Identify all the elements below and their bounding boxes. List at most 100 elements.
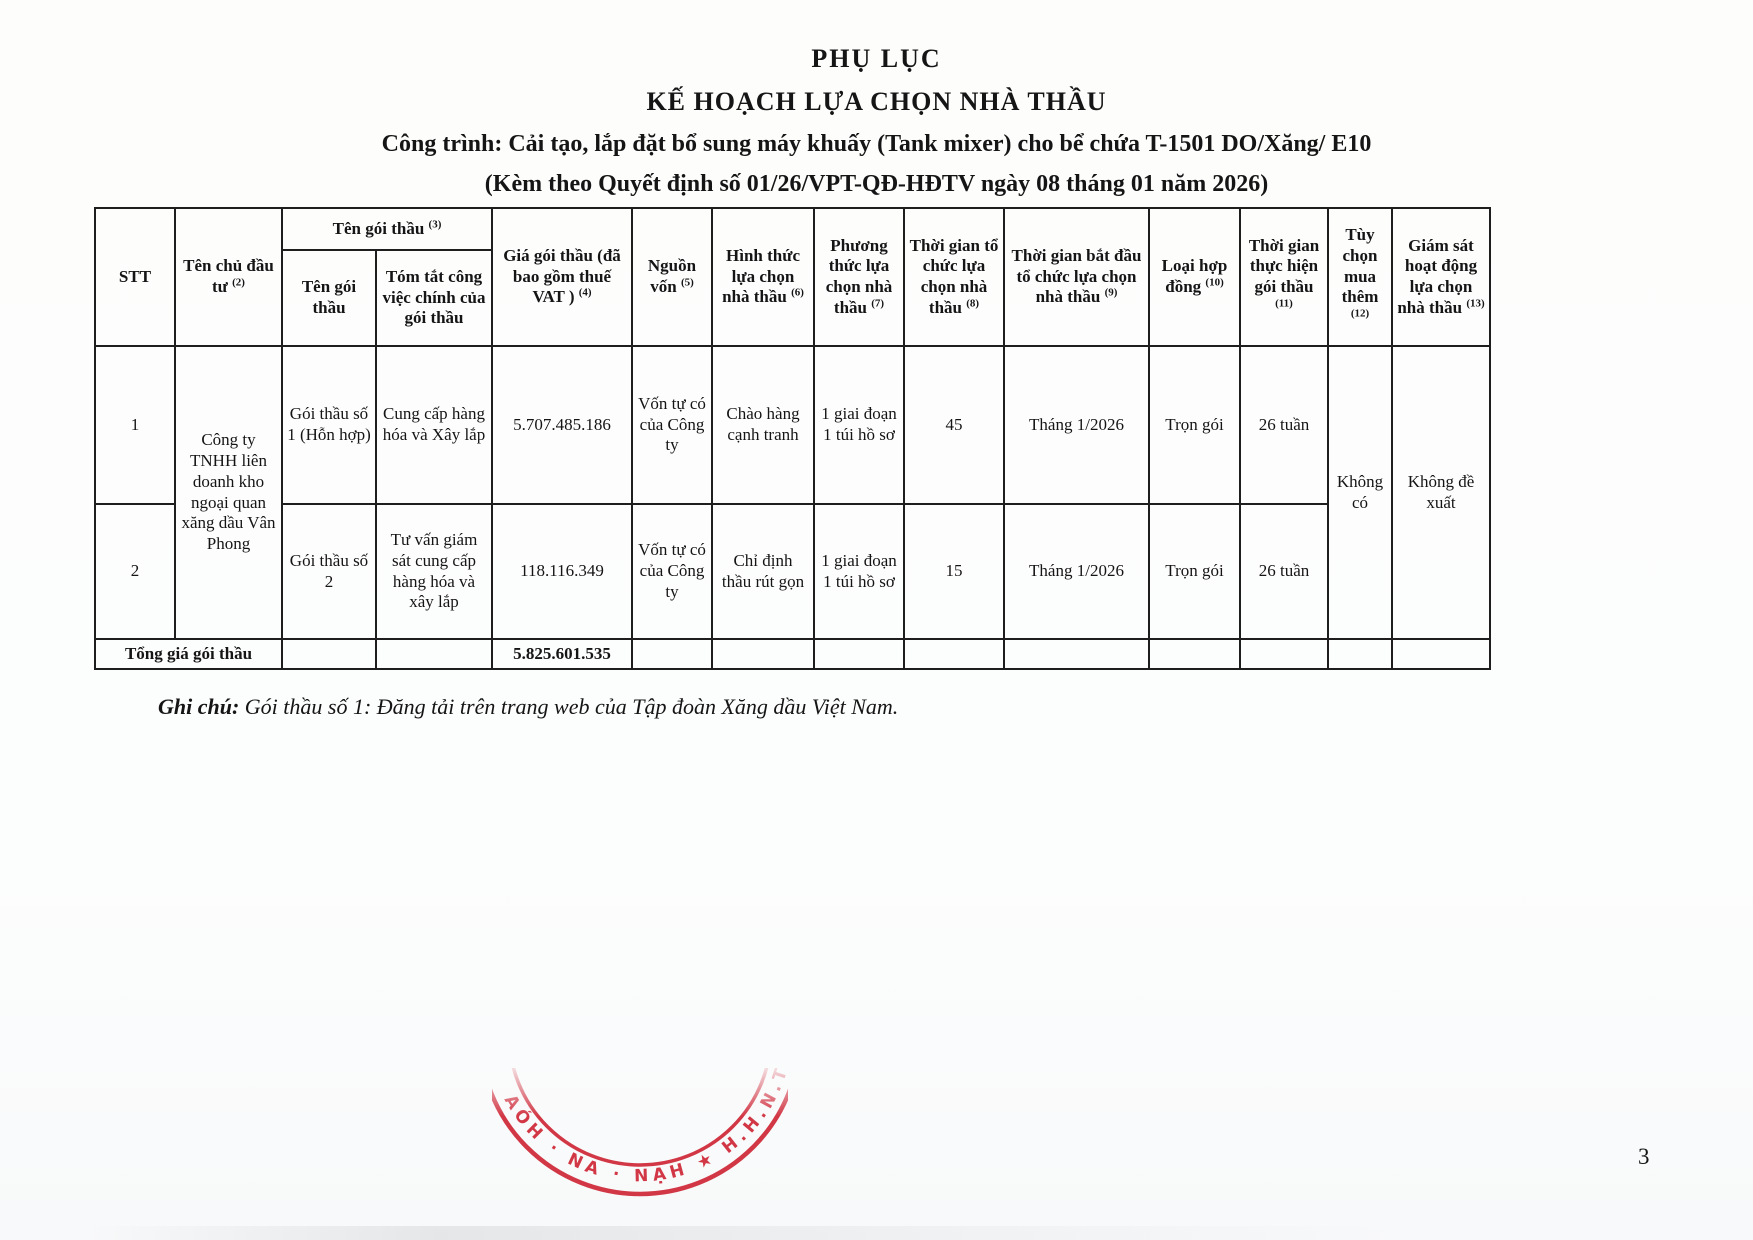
cell-loai-hop-dong: Trọn gói bbox=[1148, 503, 1241, 640]
cell-tom-tat: Cung cấp hàng hóa và Xây lắp bbox=[375, 345, 493, 505]
col-header-label: Hình thức lựa chọn nhà thầu bbox=[722, 245, 800, 307]
doc-project-line: Công trình: Cải tạo, lắp đặt bổ sung máy… bbox=[381, 131, 1372, 157]
total-empty-cell bbox=[1391, 638, 1491, 670]
col-header-label: Tên gói thầu bbox=[332, 218, 425, 238]
svg-text:AÓH ∙ NA ∙ NẠH ★ H.H.N.T.C: AÓH ∙ NA ∙ NẠH ★ H.H.N.T.C bbox=[492, 1068, 788, 1186]
col-header-hinh-thuc: Hình thức lựa chọn nhà thầu (6) bbox=[711, 207, 815, 347]
cell-gia: 5.707.485.186 bbox=[491, 345, 633, 505]
col-header-footnote: (7) bbox=[871, 297, 885, 310]
doc-subtitle: KẾ HOẠCH LỰA CHỌN NHÀ THẦU bbox=[646, 87, 1107, 116]
header-row-sub: Tên gói thầu Tóm tắt công việc chính của… bbox=[95, 249, 1490, 347]
cell-tg-to-chuc: 45 bbox=[903, 345, 1005, 505]
table-row: 1 Công ty TNHH liên doanh kho ngoại quan… bbox=[94, 345, 1491, 640]
total-empty-cell bbox=[1327, 638, 1393, 670]
total-empty-cell bbox=[281, 638, 377, 670]
total-empty-cell bbox=[903, 638, 1005, 670]
cell-tg-to-chuc: 15 bbox=[903, 503, 1005, 640]
total-empty-cell bbox=[375, 638, 493, 670]
total-empty-cell bbox=[1003, 638, 1150, 670]
col-subheader-ten-goi-thau: Tên gói thầu bbox=[281, 249, 377, 347]
stamp-arc-text: AÓH ∙ NA ∙ NẠH ★ H.H.N.T.C bbox=[492, 1068, 787, 1186]
col-header-label: Thời gian bắt đầu tổ chức lựa chọn nhà t… bbox=[1011, 245, 1142, 307]
total-empty-cell bbox=[813, 638, 905, 670]
col-header-chu-dau-tu: Tên chủ đầu tư (2) bbox=[174, 207, 283, 347]
cell-nguon-von: Vốn tự có của Công ty bbox=[631, 503, 713, 640]
col-header-ten-goi-thau-group: Tên gói thầu (3) bbox=[281, 207, 493, 251]
cell-giam-sat: Không đề xuất bbox=[1391, 345, 1491, 640]
cell-nguon-von: Vốn tự có của Công ty bbox=[631, 345, 713, 505]
col-header-label: Thời gian thực hiện gói thầu bbox=[1248, 235, 1320, 296]
total-empty-cell bbox=[711, 638, 815, 670]
cell-hinh-thuc: Chào hàng cạnh tranh bbox=[711, 345, 815, 505]
cell-investor: Công ty TNHH liên doanh kho ngoại quan x… bbox=[174, 345, 283, 640]
col-header-footnote: (6) bbox=[791, 286, 804, 299]
col-header-label: Giá gói thầu (đã bao gồm thuế VAT ) bbox=[503, 245, 621, 307]
cell-gia: 118.116.349 bbox=[491, 503, 633, 640]
cell-goi-thau: Gói thầu số 1 (Hỗn hợp) bbox=[281, 345, 377, 505]
doc-decision-line: (Kèm theo Quyết định số 01/26/VPT-QĐ-HĐT… bbox=[484, 171, 1269, 197]
cell-loai-hop-dong: Trọn gói bbox=[1148, 345, 1241, 505]
col-header-giam-sat: Giám sát hoạt động lựa chọn nhà thầu (13… bbox=[1391, 207, 1491, 347]
col-header-footnote: (11) bbox=[1275, 297, 1293, 310]
cell-tg-bat-dau: Tháng 1/2026 bbox=[1003, 503, 1150, 640]
col-header-footnote: (2) bbox=[232, 276, 245, 289]
col-header-footnote: (10) bbox=[1205, 276, 1224, 289]
cell-goi-thau: Gói thầu số 2 bbox=[281, 503, 377, 640]
stamp-inner-arc bbox=[511, 1068, 769, 1167]
col-header-tg-to-chuc: Thời gian tổ chức lựa chọn nhà thầu (8) bbox=[903, 207, 1005, 347]
col-header-loai-hop-dong: Loại hợp đồng (10) bbox=[1148, 207, 1241, 347]
cell-tom-tat: Tư vấn giám sát cung cấp hàng hóa và xây… bbox=[375, 503, 493, 640]
col-header-label: Tóm tắt công việc chính của gói thầu bbox=[382, 266, 486, 328]
col-header-label: Loại hợp đồng bbox=[1161, 256, 1228, 296]
cell-phuong-thuc: 1 giai đoạn 1 túi hồ sơ bbox=[813, 345, 905, 505]
note-text: Gói thầu số 1: Đăng tải trên trang web c… bbox=[239, 694, 899, 719]
cell-tuy-chon: Không có bbox=[1327, 345, 1393, 640]
doc-title: PHỤ LỤC bbox=[811, 44, 942, 73]
col-header-label: STT bbox=[118, 266, 152, 286]
col-header-footnote: (8) bbox=[966, 297, 980, 310]
col-header-label: Giám sát hoạt động lựa chọn nhà thầu bbox=[1397, 235, 1478, 317]
col-header-tg-bat-dau: Thời gian bắt đầu tổ chức lựa chọn nhà t… bbox=[1003, 207, 1150, 347]
col-header-label: Tên gói thầu bbox=[301, 277, 357, 317]
col-header-label: Thời gian tổ chức lựa chọn nhà thầu bbox=[909, 235, 999, 317]
col-header-footnote: (9) bbox=[1104, 286, 1118, 299]
col-header-tg-thuc-hien: Thời gian thực hiện gói thầu (11) bbox=[1239, 207, 1329, 347]
col-header-phuong-thuc: Phương thức lựa chọn nhà thầu (7) bbox=[813, 207, 905, 347]
col-subheader-tom-tat: Tóm tắt công việc chính của gói thầu bbox=[375, 249, 493, 347]
total-empty-cell bbox=[1239, 638, 1329, 670]
col-header-footnote: (5) bbox=[680, 276, 694, 289]
page-number: 3 bbox=[1638, 1144, 1650, 1169]
note: Ghi chú: Gói thầu số 1: Đăng tải trên tr… bbox=[158, 694, 898, 720]
col-header-tuy-chon: Tùy chọn mua thêm (12) bbox=[1327, 207, 1393, 347]
note-label: Ghi chú: bbox=[158, 694, 240, 719]
cell-tg-bat-dau: Tháng 1/2026 bbox=[1003, 345, 1150, 505]
col-header-label: Nguồn vốn bbox=[647, 256, 697, 296]
cell-phuong-thuc: 1 giai đoạn 1 túi hồ sơ bbox=[813, 503, 905, 640]
table-row: 2 Gói thầu số 2 Tư vấn giám sát cung cấp… bbox=[94, 503, 1490, 640]
col-header-footnote: (13) bbox=[1466, 297, 1485, 310]
cell-stt: 1 bbox=[94, 345, 176, 505]
cell-hinh-thuc: Chỉ định thầu rút gọn bbox=[711, 503, 815, 640]
col-header-label: Tùy chọn mua thêm bbox=[1341, 225, 1379, 307]
cell-stt: 2 bbox=[94, 503, 176, 640]
col-header-nguon-von: Nguồn vốn (5) bbox=[631, 207, 713, 347]
col-header-footnote: (12) bbox=[1350, 307, 1370, 320]
total-label: Tổng giá gói thầu bbox=[94, 638, 283, 670]
total-empty-cell bbox=[1148, 638, 1241, 670]
total-value: 5.825.601.535 bbox=[491, 638, 633, 670]
scan-artifact bbox=[0, 1226, 1753, 1240]
cell-tg-thuc-hien: 26 tuần bbox=[1239, 503, 1329, 640]
col-header-label: Tên chủ đầu tư bbox=[183, 256, 274, 296]
company-stamp-icon: AÓH ∙ NA ∙ NẠH ★ H.H.N.T.C bbox=[492, 1068, 788, 1197]
total-row: Tổng giá gói thầu 5.825.601.535 bbox=[94, 638, 1491, 670]
procurement-plan-table: STT Tên chủ đầu tư (2) Tên gói thầu (3) … bbox=[94, 207, 1491, 670]
col-header-footnote: (3) bbox=[428, 217, 442, 230]
col-header-label: Phương thức lựa chọn nhà thầu bbox=[825, 235, 893, 317]
col-header-stt: STT bbox=[94, 207, 176, 347]
cell-tg-thuc-hien: 26 tuần bbox=[1239, 345, 1329, 505]
total-empty-cell bbox=[631, 638, 713, 670]
col-header-footnote: (4) bbox=[578, 286, 592, 299]
header-row-group: STT Tên chủ đầu tư (2) Tên gói thầu (3) … bbox=[94, 207, 1491, 347]
col-header-gia-goi-thau: Giá gói thầu (đã bao gồm thuế VAT ) (4) bbox=[491, 207, 633, 347]
stamp-outer-arc bbox=[492, 1088, 788, 1197]
